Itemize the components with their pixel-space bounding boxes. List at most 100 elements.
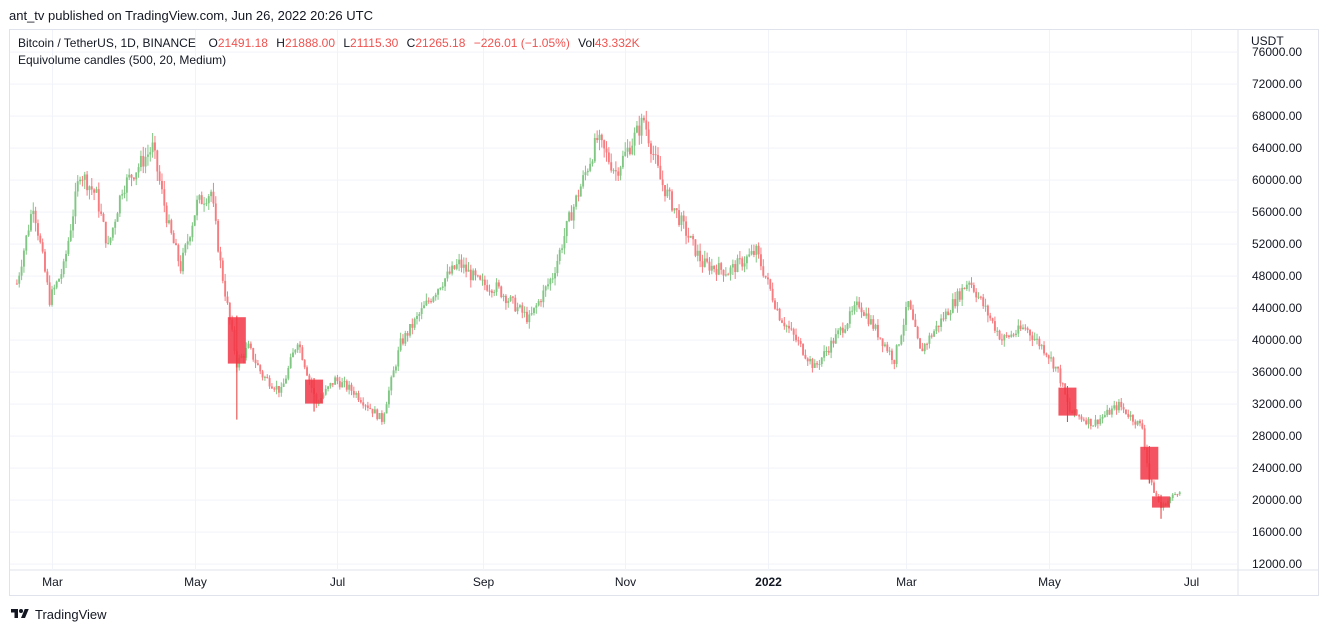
candle-body: [263, 376, 266, 378]
volume-key: Vol: [578, 36, 595, 50]
candle-body: [561, 248, 564, 250]
candle-body: [1000, 339, 1003, 341]
candle-body: [331, 383, 334, 385]
candle-body: [509, 296, 512, 301]
chart-frame[interactable]: [9, 29, 1319, 596]
candle-body: [55, 281, 58, 288]
candle-body: [766, 277, 769, 280]
candle-body: [832, 340, 835, 344]
candle-body: [914, 319, 917, 328]
candle-body: [497, 282, 500, 287]
candle-body: [511, 296, 514, 298]
candle-body: [357, 393, 360, 401]
candle-body: [769, 279, 772, 289]
candle-body: [345, 381, 348, 390]
candle-body: [1094, 419, 1097, 426]
candle-body: [1155, 492, 1158, 497]
candle-body: [458, 259, 461, 265]
candle-body: [851, 310, 854, 312]
candle-body: [1099, 418, 1102, 425]
candle-body: [717, 263, 720, 275]
candle-body: [986, 305, 989, 316]
candle-body: [989, 315, 992, 319]
indicator-label[interactable]: Equivolume candles (500, 20, Medium): [18, 53, 227, 67]
candle-body: [86, 174, 89, 191]
candle-body: [614, 170, 617, 172]
footer-brand[interactable]: TradingView: [9, 605, 107, 623]
candle-body: [930, 335, 933, 337]
candle-body: [364, 405, 367, 407]
candle-body: [774, 300, 776, 309]
candle-body: [963, 287, 966, 289]
x-tick-label: Mar: [896, 575, 917, 589]
candle-body: [51, 289, 53, 305]
candle-body: [998, 330, 1001, 340]
candle-body: [490, 290, 493, 293]
candle-body: [1169, 498, 1172, 501]
candle-body: [848, 311, 851, 324]
candle-body: [984, 305, 987, 307]
candle-body: [380, 413, 383, 422]
candle-body: [905, 307, 907, 325]
candle-body: [343, 381, 346, 383]
candle-body: [303, 359, 306, 368]
candle-body: [628, 147, 631, 155]
candle-body: [423, 305, 425, 309]
candle-body: [125, 177, 128, 193]
candle-body: [811, 358, 814, 368]
candle-body: [301, 347, 304, 360]
candle-body: [371, 408, 374, 414]
candle-body: [823, 351, 826, 358]
candle-body: [182, 252, 184, 272]
candle-body: [369, 407, 372, 409]
candle-body: [462, 264, 465, 268]
y-tick-label: 68000.00: [1252, 109, 1302, 123]
candle-body: [954, 299, 957, 307]
candle-body: [252, 348, 255, 360]
candle-body: [533, 307, 535, 314]
candle-body: [579, 186, 582, 197]
candle-body: [83, 174, 86, 180]
candle-body: [32, 210, 35, 215]
candle-body: [586, 170, 589, 173]
candle-body: [1103, 415, 1106, 417]
candle-body: [575, 195, 578, 207]
candle-body: [486, 285, 489, 291]
y-tick-label: 32000.00: [1252, 397, 1302, 411]
candle-body: [205, 203, 208, 205]
candle-body: [385, 404, 388, 414]
candle-body: [657, 154, 659, 166]
candle-body: [799, 341, 802, 344]
candle-body: [521, 305, 524, 313]
candle-body: [912, 309, 914, 320]
candle-body: [804, 354, 807, 359]
big-candle-body: [1140, 446, 1159, 480]
candle-body: [1007, 335, 1010, 337]
candle-body: [1036, 338, 1038, 340]
x-tick-label: Jul: [330, 575, 345, 589]
low-value: 21115.30: [350, 36, 399, 50]
candle-body: [1096, 419, 1099, 425]
candle-body: [537, 301, 540, 306]
candle-body: [308, 375, 311, 381]
candle-body: [563, 236, 566, 249]
candle-body: [1108, 409, 1111, 415]
candle-body: [104, 221, 107, 244]
candle-body: [982, 297, 985, 307]
candle-body: [551, 278, 554, 280]
candle-body: [876, 324, 879, 338]
candle-body: [720, 263, 723, 270]
candle-body: [488, 290, 491, 292]
candle-body: [572, 206, 575, 221]
candle-body: [212, 191, 215, 204]
candle-body: [275, 385, 278, 390]
candle-body: [93, 189, 96, 193]
candle-body: [95, 189, 98, 193]
symbol-name[interactable]: Bitcoin / TetherUS, 1D, BINANCE: [18, 36, 196, 50]
candle-body: [1120, 401, 1123, 408]
candle-body: [820, 357, 823, 365]
candle-body: [1057, 366, 1060, 369]
candle-body: [341, 382, 344, 388]
candle-body: [1122, 407, 1125, 410]
